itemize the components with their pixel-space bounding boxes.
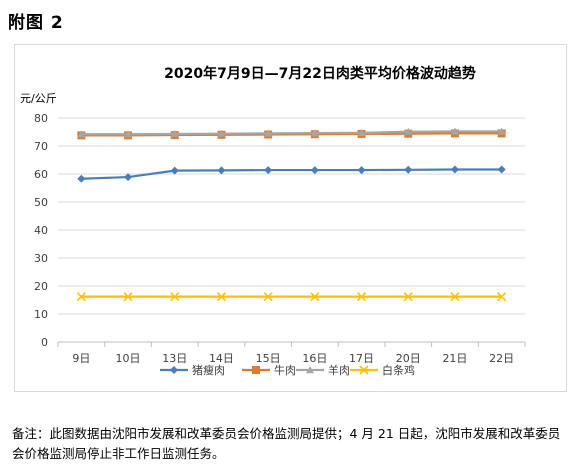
y-tick-label: 50 bbox=[34, 196, 48, 209]
y-axis-unit-label: 元/公斤 bbox=[20, 92, 57, 105]
legend-label: 猪瘦肉 bbox=[192, 363, 225, 377]
legend-label: 羊肉 bbox=[328, 363, 350, 377]
legend-marker bbox=[306, 366, 314, 374]
y-tick-label: 30 bbox=[34, 252, 48, 265]
y-tick-label: 40 bbox=[34, 224, 48, 237]
gridlines bbox=[58, 117, 525, 343]
data-point bbox=[497, 127, 506, 135]
series-line bbox=[81, 168, 502, 180]
figure-label: 附图 2 bbox=[8, 13, 64, 33]
x-tick-label: 15日 bbox=[256, 352, 281, 365]
marker-stroke bbox=[359, 365, 369, 375]
legend-marker bbox=[170, 366, 178, 374]
data-point bbox=[403, 292, 413, 302]
x-tick-label: 16日 bbox=[302, 352, 327, 365]
y-tick-label: 60 bbox=[34, 168, 48, 181]
legend-label: 白条鸡 bbox=[382, 363, 415, 377]
data-point bbox=[356, 292, 367, 302]
data-point bbox=[450, 292, 460, 302]
y-tick-label: 70 bbox=[34, 140, 48, 153]
marker-stroke bbox=[497, 292, 507, 302]
data-point bbox=[77, 130, 86, 138]
series-line bbox=[81, 132, 502, 137]
data-point bbox=[264, 129, 273, 137]
data-point bbox=[264, 166, 273, 175]
x-tick-label: 10日 bbox=[116, 352, 141, 365]
y-tick-label: 20 bbox=[34, 280, 48, 293]
data-point bbox=[497, 165, 506, 174]
legend-marker bbox=[252, 366, 260, 374]
marker-stroke bbox=[403, 292, 413, 302]
legend-item: 羊肉 bbox=[296, 363, 350, 377]
marker-stroke bbox=[450, 292, 460, 302]
marker-stroke bbox=[356, 292, 367, 302]
y-tick-label: 80 bbox=[34, 112, 48, 125]
data-point bbox=[217, 166, 226, 175]
data-point bbox=[404, 165, 413, 174]
legend-label: 牛肉 bbox=[274, 363, 296, 377]
legend: 猪瘦肉 牛肉 羊肉 白条鸡 bbox=[160, 363, 415, 377]
line-chart: 2020年7月9日—7月22日肉类平均价格波动趋势 元/公斤 0 10 20 30 40… bbox=[20, 65, 526, 377]
data-point bbox=[170, 166, 179, 175]
x-tick-label: 20日 bbox=[396, 352, 421, 365]
chart-frame bbox=[14, 44, 567, 392]
data-point bbox=[450, 127, 459, 135]
data-point bbox=[170, 129, 179, 138]
y-axis-ticks: 0 10 20 30 40 50 60 70 80 bbox=[34, 112, 48, 349]
data-point bbox=[404, 127, 413, 135]
x-tick-label: 17日 bbox=[349, 352, 374, 365]
data-point bbox=[76, 292, 86, 302]
data-point bbox=[450, 165, 459, 174]
x-axis-ticks: 9日 10日 13日 14日 15日 16日 17日 20日 21日 22日 bbox=[57, 342, 526, 365]
marker-stroke bbox=[123, 292, 133, 302]
data-point bbox=[497, 292, 507, 302]
data-point bbox=[124, 130, 133, 138]
legend-item: 牛肉 bbox=[242, 363, 296, 377]
series-line bbox=[81, 130, 502, 136]
x-tick-label: 14日 bbox=[209, 352, 234, 365]
y-tick-label: 0 bbox=[41, 336, 48, 349]
data-point bbox=[77, 174, 86, 183]
legend-item: 白条鸡 bbox=[350, 363, 415, 377]
marker-stroke bbox=[170, 292, 180, 302]
x-tick-label: 13日 bbox=[162, 352, 187, 365]
legend-marker bbox=[359, 365, 369, 375]
marker-stroke bbox=[263, 292, 273, 302]
data-point bbox=[357, 166, 366, 175]
data-point bbox=[217, 129, 226, 137]
marker-stroke bbox=[310, 292, 320, 302]
legend-item: 猪瘦肉 bbox=[160, 363, 225, 377]
data-point bbox=[310, 166, 319, 175]
x-tick-label: 21日 bbox=[442, 352, 467, 365]
y-tick-label: 10 bbox=[34, 308, 48, 321]
chart-title: 2020年7月9日—7月22日肉类平均价格波动趋势 bbox=[164, 65, 476, 82]
data-point bbox=[124, 173, 133, 182]
series-3 bbox=[77, 127, 506, 138]
data-point bbox=[170, 292, 180, 302]
data-point bbox=[310, 129, 319, 137]
x-tick-label: 9日 bbox=[72, 352, 90, 365]
series-group bbox=[76, 127, 507, 302]
series-1 bbox=[77, 165, 506, 183]
marker-stroke bbox=[76, 292, 86, 302]
x-tick-label: 22日 bbox=[489, 352, 514, 365]
series-4 bbox=[76, 292, 507, 302]
data-point bbox=[357, 128, 366, 137]
marker-stroke bbox=[216, 292, 227, 302]
footnote: 备注：此图数据由沈阳市发展和改革委员会价格监测局提供；4 月 21 日起，沈阳市… bbox=[12, 426, 561, 461]
data-point bbox=[263, 292, 273, 302]
data-point bbox=[310, 292, 320, 302]
data-point bbox=[123, 292, 133, 302]
data-point bbox=[216, 292, 227, 302]
